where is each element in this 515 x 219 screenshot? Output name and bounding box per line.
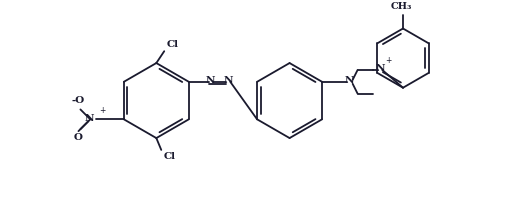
Text: O: O bbox=[74, 133, 83, 142]
Text: -O: -O bbox=[72, 97, 85, 106]
Text: +: + bbox=[99, 106, 106, 115]
Text: N: N bbox=[85, 114, 94, 123]
Text: Cl: Cl bbox=[163, 152, 175, 161]
Text: N: N bbox=[224, 76, 233, 85]
Text: +: + bbox=[385, 56, 391, 65]
Text: N: N bbox=[345, 76, 354, 85]
Text: N: N bbox=[375, 64, 385, 73]
Text: Cl: Cl bbox=[166, 40, 178, 49]
Text: N: N bbox=[206, 76, 215, 85]
Text: CH₃: CH₃ bbox=[390, 2, 411, 11]
